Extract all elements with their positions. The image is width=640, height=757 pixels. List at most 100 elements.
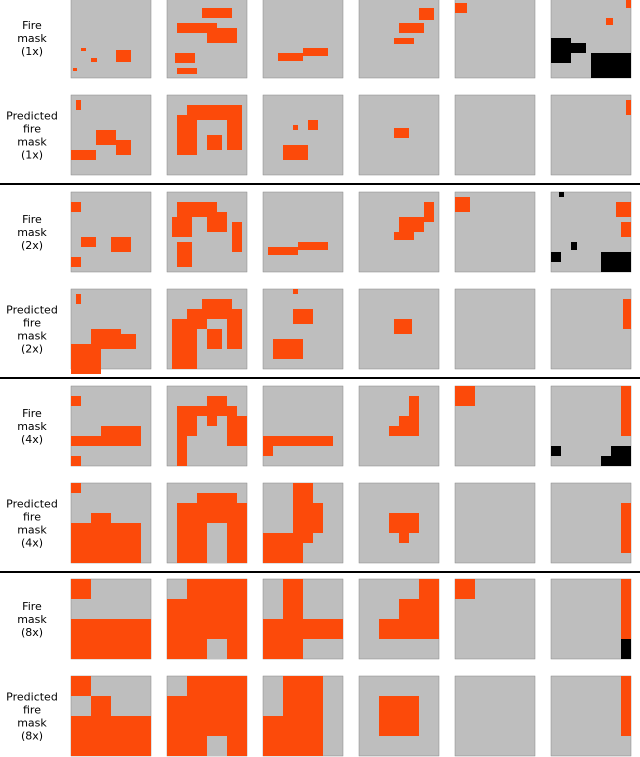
row-label: Fire — [22, 407, 42, 420]
mask-pixel — [621, 639, 631, 659]
mask-panel — [70, 0, 152, 79]
mask-pixel — [298, 242, 328, 250]
mask-pixel — [71, 396, 81, 406]
mask-panel — [550, 482, 632, 564]
mask-pixel — [263, 533, 303, 563]
mask-pixel — [293, 309, 313, 324]
mask-pixel — [116, 140, 131, 155]
mask-pixel — [76, 294, 81, 304]
row-label: (4x) — [21, 537, 43, 550]
mask-pixel — [293, 289, 298, 294]
mask-pixel — [71, 456, 81, 466]
mask-pixel — [394, 38, 414, 44]
mask-panel — [454, 94, 536, 176]
row-label: Predicted — [6, 498, 58, 511]
mask-pixel — [551, 38, 571, 63]
mask-pixel — [399, 217, 424, 232]
mask-pixel — [71, 202, 81, 212]
mask-pixel — [621, 222, 631, 237]
mask-pixel — [591, 53, 631, 78]
row-label: mask — [17, 613, 47, 626]
mask-pixel — [71, 257, 81, 267]
mask-pixel — [71, 436, 141, 446]
row-label: fire — [23, 511, 41, 524]
mask-panel — [70, 191, 152, 273]
mask-pixel — [81, 48, 86, 51]
mask-pixel — [116, 50, 131, 62]
mask-pixel — [207, 736, 227, 756]
mask-pixel — [379, 619, 419, 639]
mask-panel — [454, 482, 536, 564]
mask-pixel — [606, 18, 613, 25]
mask-panel — [262, 385, 344, 467]
mask-pixel — [207, 416, 217, 426]
row-label: (2x) — [21, 343, 43, 356]
mask-pixel — [409, 396, 419, 426]
mask-pixel — [202, 8, 232, 18]
mask-pixel — [601, 252, 631, 272]
row-label: (8x) — [21, 626, 43, 639]
mask-pixel — [389, 513, 419, 533]
mask-pixel — [81, 237, 96, 247]
mask-pixel — [187, 105, 227, 120]
mask-pixel — [71, 523, 141, 563]
row-label: mask — [17, 32, 47, 45]
mask-pixel — [202, 299, 232, 319]
mask-pixel — [283, 145, 308, 160]
row-label: mask — [17, 226, 47, 239]
mask-pixel — [227, 416, 247, 446]
row-label: Fire — [22, 19, 42, 32]
mask-pixel — [71, 579, 91, 599]
mask-pixel — [207, 639, 227, 659]
mask-pixel — [207, 523, 227, 563]
mask-pixel — [419, 579, 439, 639]
mask-pixel — [177, 242, 192, 267]
mask-pixel — [621, 579, 631, 639]
row-label: fire — [23, 704, 41, 717]
mask-pixel — [207, 396, 227, 406]
mask-pixel — [227, 309, 242, 349]
mask-pixel — [167, 599, 187, 659]
row-label: (4x) — [21, 433, 43, 446]
mask-panel — [262, 94, 344, 176]
mask-pixel — [232, 222, 242, 252]
row-label: (8x) — [21, 730, 43, 743]
mask-pixel — [91, 513, 111, 523]
mask-pixel — [207, 28, 237, 43]
mask-pixel — [551, 446, 561, 456]
mask-pixel — [283, 676, 323, 756]
row-label: Predicted — [6, 304, 58, 317]
mask-pixel — [394, 128, 409, 138]
mask-pixel — [111, 426, 141, 436]
mask-pixel — [394, 319, 412, 334]
mask-pixel — [71, 676, 91, 696]
mask-pixel — [455, 386, 475, 406]
mask-pixel — [167, 696, 187, 756]
mask-pixel — [177, 406, 237, 416]
mask-panel — [454, 288, 536, 370]
mask-pixel — [278, 53, 303, 61]
mask-pixel — [207, 329, 222, 349]
mask-pixel — [76, 100, 81, 110]
row-label: (1x) — [21, 149, 43, 162]
mask-pixel — [313, 503, 323, 533]
mask-pixel — [263, 716, 283, 756]
mask-pixel — [91, 436, 101, 446]
row-label: Predicted — [6, 691, 58, 704]
mask-panel — [550, 675, 632, 757]
mask-pixel — [227, 125, 242, 150]
mask-pixel — [175, 53, 195, 63]
mask-pixel — [455, 197, 470, 212]
row-label: mask — [17, 136, 47, 149]
mask-pixel — [263, 446, 273, 456]
mask-pixel — [227, 105, 242, 125]
mask-panel — [262, 191, 344, 273]
mask-pixel — [293, 125, 298, 130]
mask-pixel — [96, 130, 116, 145]
mask-pixel — [91, 58, 97, 62]
mask-pixel — [177, 23, 217, 33]
mask-pixel — [551, 252, 561, 262]
mask-pixel — [71, 716, 151, 756]
mask-pixel — [611, 446, 631, 456]
mask-pixel — [187, 416, 197, 436]
